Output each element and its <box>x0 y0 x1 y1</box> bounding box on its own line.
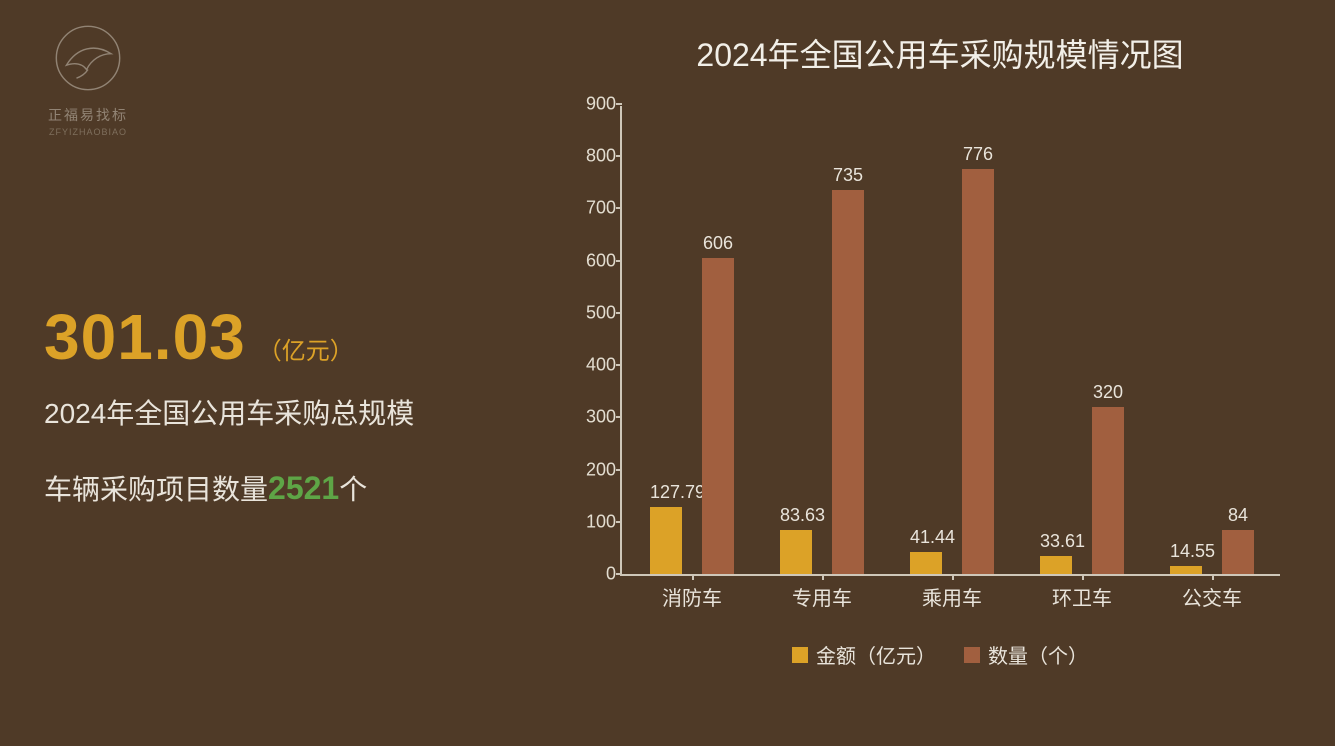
bar-group: 33.61320环卫车 <box>1017 106 1147 574</box>
y-tick-mark <box>616 103 622 105</box>
bar-amount: 33.61 <box>1040 556 1072 574</box>
y-tick-mark <box>616 155 622 157</box>
y-tick-label: 600 <box>572 250 616 271</box>
bar-group: 14.5584公交车 <box>1147 106 1277 574</box>
brand-logo: 正福易找标 ZFYIZHAOBIAO <box>28 22 148 137</box>
x-tick-mark <box>822 574 824 580</box>
bar-value-label: 127.79 <box>650 482 682 503</box>
y-tick-label: 0 <box>572 564 616 585</box>
eagle-icon <box>52 22 124 94</box>
project-count-value: 2521 <box>268 470 339 506</box>
bar-value-label: 41.44 <box>910 527 942 548</box>
bar-value-label: 14.55 <box>1170 541 1202 562</box>
total-amount-value: 301.03 <box>44 300 246 374</box>
bar-count: 84 <box>1222 530 1254 574</box>
project-count-prefix: 车辆采购项目数量 <box>44 474 268 505</box>
bar-value-label: 84 <box>1222 505 1254 526</box>
bar-value-label: 83.63 <box>780 505 812 526</box>
summary-stats: 301.03 （亿元） 2024年全国公用车采购总规模 车辆采购项目数量2521… <box>44 300 524 508</box>
chart-plot-area: 0100200300400500600700800900127.79606消防车… <box>620 106 1280 576</box>
legend-item: 金额（亿元） <box>792 640 936 669</box>
y-tick-mark <box>616 364 622 366</box>
x-tick-mark <box>1212 574 1214 580</box>
category-label: 专用车 <box>757 582 887 611</box>
y-tick-mark <box>616 521 622 523</box>
bar-count: 735 <box>832 190 864 574</box>
bar-amount: 14.55 <box>1170 566 1202 574</box>
bar-value-label: 776 <box>962 144 994 165</box>
legend-swatch <box>792 647 808 663</box>
bar-amount: 41.44 <box>910 552 942 574</box>
category-label: 环卫车 <box>1017 582 1147 611</box>
y-tick-mark <box>616 469 622 471</box>
y-tick-mark <box>616 207 622 209</box>
y-tick-label: 800 <box>572 146 616 167</box>
y-tick-label: 500 <box>572 302 616 323</box>
legend-label: 数量（个） <box>988 640 1088 669</box>
chart-title: 2024年全国公用车采购规模情况图 <box>560 30 1320 76</box>
y-tick-mark <box>616 416 622 418</box>
logo-text-cn: 正福易找标 <box>28 105 148 125</box>
total-amount-subtitle: 2024年全国公用车采购总规模 <box>44 392 524 432</box>
y-tick-label: 300 <box>572 407 616 428</box>
y-tick-label: 700 <box>572 198 616 219</box>
bar-count: 606 <box>702 258 734 574</box>
bar-value-label: 320 <box>1092 382 1124 403</box>
project-count-row: 车辆采购项目数量2521个 <box>44 468 524 508</box>
y-tick-label: 100 <box>572 511 616 532</box>
bar-value-label: 735 <box>832 165 864 186</box>
legend-label: 金额（亿元） <box>816 640 936 669</box>
category-label: 消防车 <box>627 582 757 611</box>
y-tick-label: 900 <box>572 94 616 115</box>
category-label: 乘用车 <box>887 582 1017 611</box>
y-tick-label: 200 <box>572 459 616 480</box>
bar-value-label: 606 <box>702 233 734 254</box>
x-tick-mark <box>1082 574 1084 580</box>
bar-chart: 2024年全国公用车采购规模情况图 0 100 200 300 400 500 600 700… <box>560 30 1320 730</box>
bar-amount: 127.79 <box>650 507 682 574</box>
y-tick-mark <box>616 312 622 314</box>
bar-amount: 83.63 <box>780 530 812 574</box>
bar-value-label: 33.61 <box>1040 531 1072 552</box>
legend-swatch <box>964 647 980 663</box>
bar-group: 41.44776乘用车 <box>887 106 1017 574</box>
logo-text-en: ZFYIZHAOBIAO <box>28 127 148 137</box>
total-amount-unit: （亿元） <box>258 331 354 366</box>
bar-group: 127.79606消防车 <box>627 106 757 574</box>
y-tick-mark <box>616 573 622 575</box>
y-tick-mark <box>616 260 622 262</box>
chart-legend: 金额（亿元） 数量（个） <box>560 640 1320 669</box>
category-label: 公交车 <box>1147 582 1277 611</box>
y-tick-label: 400 <box>572 355 616 376</box>
legend-item: 数量（个） <box>964 640 1088 669</box>
bar-group: 83.63735专用车 <box>757 106 887 574</box>
bar-count: 320 <box>1092 407 1124 574</box>
bar-count: 776 <box>962 169 994 574</box>
project-count-suffix: 个 <box>339 474 367 505</box>
x-tick-mark <box>952 574 954 580</box>
x-tick-mark <box>692 574 694 580</box>
